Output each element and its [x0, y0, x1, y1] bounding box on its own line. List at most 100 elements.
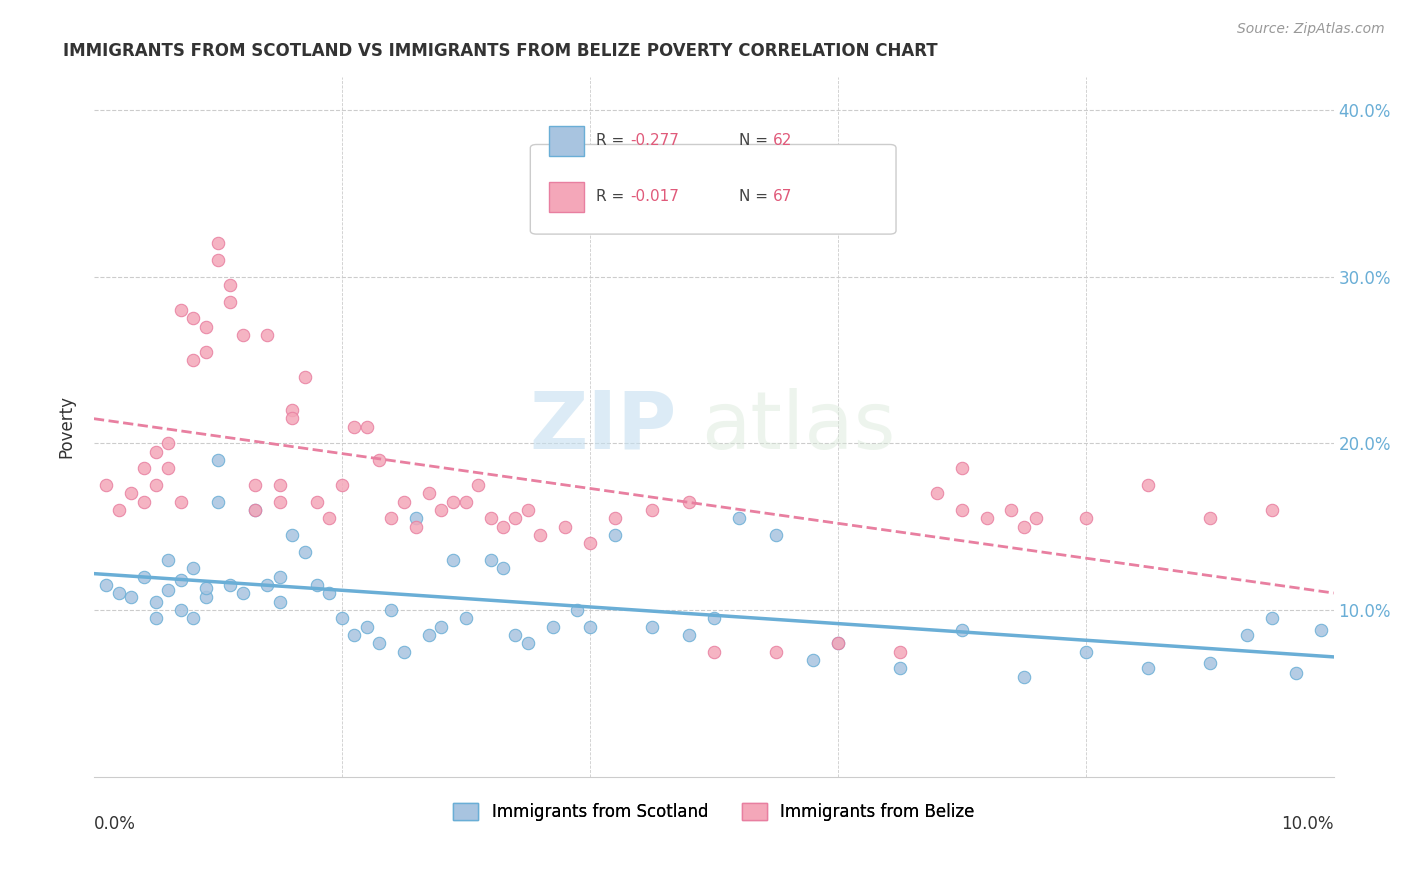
Point [145, 478, 167, 492]
Point [232, 327, 254, 342]
Point [889, 661, 911, 675]
Point [120, 486, 142, 500]
Point [1012, 670, 1035, 684]
Point [603, 511, 626, 525]
Point [145, 444, 167, 458]
Point [392, 494, 415, 508]
Point [145, 611, 167, 625]
Point [1000, 503, 1022, 517]
Point [281, 403, 304, 417]
Point [207, 236, 229, 251]
Point [454, 494, 477, 508]
Text: R =: R = [596, 134, 628, 148]
Point [430, 619, 453, 633]
Point [207, 453, 229, 467]
Point [368, 636, 391, 650]
Point [170, 494, 193, 508]
Text: -0.017: -0.017 [631, 189, 679, 204]
Point [516, 503, 538, 517]
Point [181, 611, 204, 625]
Point [801, 653, 824, 667]
Point [827, 636, 849, 650]
Point [950, 623, 973, 637]
Point [157, 582, 180, 597]
Point [256, 578, 278, 592]
Point [765, 645, 787, 659]
FancyBboxPatch shape [548, 182, 583, 211]
Y-axis label: Poverty: Poverty [58, 395, 75, 458]
Point [641, 503, 664, 517]
Point [132, 461, 155, 475]
Point [157, 553, 180, 567]
Point [889, 645, 911, 659]
Point [380, 603, 402, 617]
Point [132, 569, 155, 583]
Point [492, 561, 515, 575]
Point [107, 503, 129, 517]
Text: R =: R = [596, 189, 628, 204]
Point [194, 344, 217, 359]
Point [145, 594, 167, 608]
Point [132, 494, 155, 508]
Point [194, 582, 217, 596]
Point [281, 528, 304, 542]
Point [703, 645, 725, 659]
Point [727, 511, 749, 525]
Point [356, 419, 378, 434]
Point [181, 353, 204, 368]
Point [950, 503, 973, 517]
Point [269, 478, 291, 492]
Point [418, 628, 440, 642]
Point [516, 636, 538, 650]
Point [976, 511, 998, 525]
Point [454, 611, 477, 625]
Point [194, 590, 217, 604]
Point [107, 586, 129, 600]
Point [1236, 628, 1258, 642]
Point [1012, 519, 1035, 533]
Text: 10.0%: 10.0% [1281, 815, 1334, 833]
Text: 0.0%: 0.0% [94, 815, 136, 833]
Point [1310, 623, 1333, 637]
Point [356, 619, 378, 633]
Point [479, 511, 502, 525]
Point [307, 578, 329, 592]
Point [96, 478, 118, 492]
Point [157, 436, 180, 450]
Point [1260, 611, 1282, 625]
FancyBboxPatch shape [530, 145, 896, 234]
Point [243, 503, 266, 517]
Point [392, 645, 415, 659]
Point [578, 619, 600, 633]
Point [443, 553, 465, 567]
Point [703, 611, 725, 625]
Point [219, 277, 242, 292]
Point [207, 494, 229, 508]
Text: N =: N = [738, 134, 772, 148]
Point [96, 578, 118, 592]
Point [318, 511, 340, 525]
Text: 67: 67 [773, 189, 793, 204]
Text: 62: 62 [773, 134, 793, 148]
Point [318, 586, 340, 600]
Point [269, 569, 291, 583]
Point [269, 594, 291, 608]
Point [443, 494, 465, 508]
Point [1198, 511, 1220, 525]
Point [1260, 503, 1282, 517]
Point [243, 503, 266, 517]
Point [380, 511, 402, 525]
Point [368, 453, 391, 467]
Point [181, 311, 204, 326]
Text: IMMIGRANTS FROM SCOTLAND VS IMMIGRANTS FROM BELIZE POVERTY CORRELATION CHART: IMMIGRANTS FROM SCOTLAND VS IMMIGRANTS F… [63, 42, 938, 60]
Point [505, 628, 527, 642]
Point [678, 628, 700, 642]
Point [827, 636, 849, 650]
Point [194, 319, 217, 334]
Point [567, 603, 589, 617]
Point [641, 619, 664, 633]
Point [430, 503, 453, 517]
Point [343, 419, 366, 434]
Point [554, 519, 576, 533]
Point [541, 619, 564, 633]
